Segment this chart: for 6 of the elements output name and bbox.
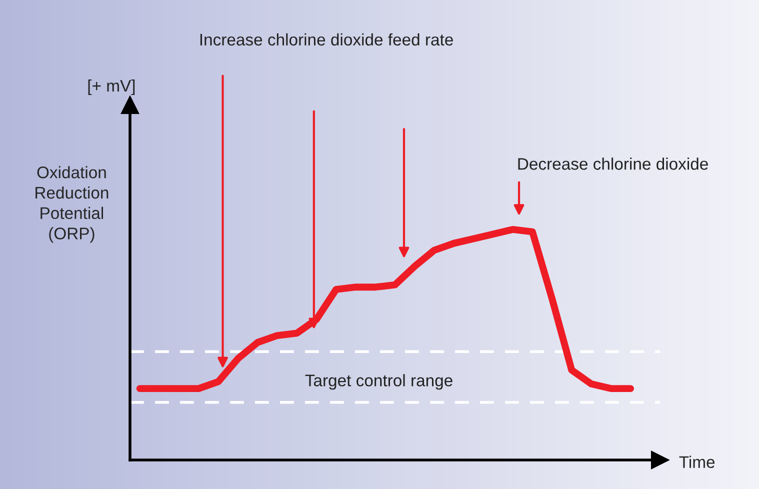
annotation: Target control range — [305, 374, 452, 390]
y-axis-title: Oxidation Reduction Potential (ORP) — [36, 166, 108, 243]
x-axis-title: Time — [679, 456, 715, 468]
text: Decrease chlorine dioxide — [518, 158, 708, 170]
text: [+ mV] — [88, 79, 135, 96]
text: Increase chlorine dioxide feed rate — [200, 33, 453, 46]
